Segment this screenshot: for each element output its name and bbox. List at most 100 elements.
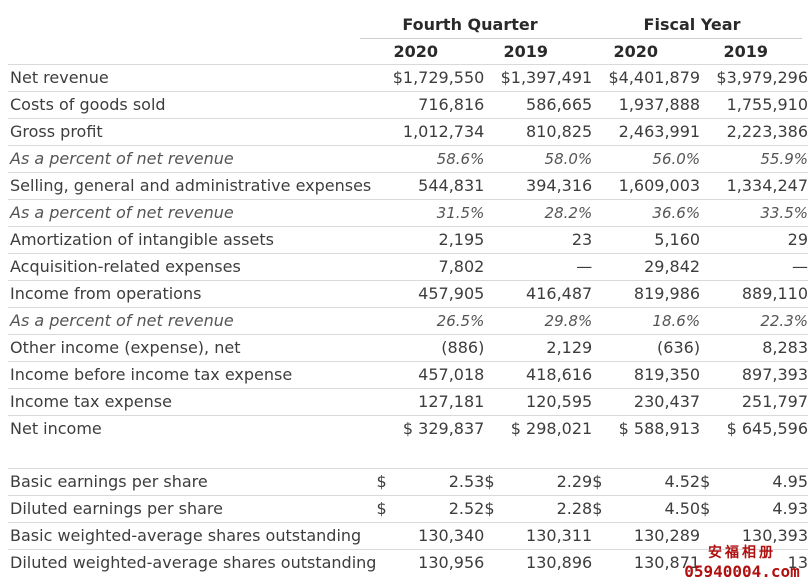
- row-label: Net income: [8, 415, 377, 442]
- row-value: $2.53: [376, 468, 485, 496]
- row-value: 586,665: [484, 91, 593, 119]
- row-value: 230,437: [592, 388, 701, 416]
- watermark-stamp: 安福相册 05940004.com: [680, 544, 804, 586]
- income-statement-body: Net revenue $1,729,550 $1,397,491 $4,401,87…: [8, 64, 808, 576]
- row-value: 29,842: [592, 253, 701, 281]
- table-row: As a percent of net revenue 31.5% 28.2% 36.…: [8, 199, 808, 227]
- value-text: 2.29: [556, 472, 593, 491]
- row-label: Other income (expense), net: [8, 334, 377, 362]
- row-value: $4.52: [592, 468, 701, 496]
- column-group-headers: Fourth Quarter Fiscal Year: [0, 13, 808, 37]
- row-value: 810,825: [484, 118, 593, 146]
- row-value: $1,397,491: [484, 64, 593, 92]
- value-text: 130,393: [741, 526, 808, 545]
- row-value: 8,283: [700, 334, 808, 362]
- row-value: 2,223,386: [700, 118, 808, 146]
- row-label: Basic weighted-average shares outstandin…: [8, 522, 377, 550]
- row-value: 120,595: [484, 388, 593, 416]
- table-row: Net revenue $1,729,550 $1,397,491 $4,401,87…: [8, 64, 808, 92]
- row-label: Income from operations: [8, 280, 377, 308]
- row-value: 716,816: [376, 91, 485, 119]
- table-row: Costs of goods sold 716,816 586,665 1,937,8…: [8, 91, 808, 119]
- row-value: $1,729,550: [376, 64, 485, 92]
- value-text: 2.53: [448, 472, 485, 491]
- row-value: 58.0%: [484, 145, 593, 173]
- row-value: 55.9%: [700, 145, 808, 173]
- row-label: Basic earnings per share: [8, 468, 377, 496]
- value-text: 4.52: [664, 472, 701, 491]
- row-value: 1,609,003: [592, 172, 701, 200]
- header-year: 2020: [393, 42, 438, 61]
- table-row: Income before income tax expense 457,018 4…: [8, 361, 808, 389]
- row-value: 28.2%: [484, 199, 593, 227]
- row-label: Income before income tax expense: [8, 361, 377, 389]
- row-label: As a percent of net revenue: [8, 199, 377, 227]
- row-label: As a percent of net revenue: [8, 145, 377, 173]
- currency-symbol: $: [376, 499, 387, 518]
- row-value: $2.52: [376, 495, 485, 523]
- income-statement-table: Net revenue $1,729,550 $1,397,491 $4,401,87…: [8, 64, 808, 576]
- row-value: 33.5%: [700, 199, 808, 227]
- row-value: —: [700, 253, 808, 281]
- row-label: Costs of goods sold: [8, 91, 377, 119]
- row-value: 26.5%: [376, 307, 485, 335]
- table-row: Other income (expense), net (886) 2,129 (63…: [8, 334, 808, 362]
- row-value: 13: [700, 549, 808, 576]
- header-year: 2020: [613, 42, 658, 61]
- row-value: $3,979,296: [700, 64, 808, 92]
- row-value: $2.29: [484, 468, 593, 496]
- row-value: 5,160: [592, 226, 701, 254]
- table-row: Income from operations 457,905 416,487 819,…: [8, 280, 808, 308]
- value-text: 130,289: [633, 526, 701, 545]
- row-value: 457,018: [376, 361, 485, 389]
- watermark-chinese-text: 安福相册: [708, 545, 776, 561]
- row-value: 56.0%: [592, 145, 701, 173]
- header-year: 2019: [723, 42, 768, 61]
- row-value: 2,195: [376, 226, 485, 254]
- watermark-url: 05940004.com: [684, 562, 800, 581]
- row-value: $ 588,913: [592, 415, 701, 442]
- row-label: Amortization of intangible assets: [8, 226, 377, 254]
- table-row: Selling, general and administrative expe…: [8, 172, 808, 200]
- row-label: As a percent of net revenue: [8, 307, 377, 335]
- row-value: 130,393: [700, 522, 808, 550]
- row-value: $4.93: [700, 495, 808, 523]
- value-text: 130,871: [633, 553, 701, 572]
- row-value: 7,802: [376, 253, 485, 281]
- value-text: 130,956: [418, 553, 485, 572]
- row-value: —: [484, 253, 593, 281]
- row-label: Acquisition-related expenses: [8, 253, 377, 281]
- row-value: 1,937,888: [592, 91, 701, 119]
- row-value: 130,871: [592, 549, 701, 576]
- row-value: 1,334,247: [700, 172, 808, 200]
- table-row: Net income $ 329,837 $ 298,021 $ 588,913 $ 6…: [8, 415, 808, 442]
- row-value: 1,012,734: [376, 118, 485, 146]
- row-value: 130,956: [376, 549, 485, 576]
- row-value: 416,487: [484, 280, 593, 308]
- value-text: 130,896: [526, 553, 593, 572]
- value-text: 2.52: [448, 499, 485, 518]
- row-value: 1,755,910: [700, 91, 808, 119]
- row-value: 127,181: [376, 388, 485, 416]
- row-value: (886): [376, 334, 485, 362]
- row-value: $4,401,879: [592, 64, 701, 92]
- currency-symbol: $: [700, 472, 711, 491]
- row-value: (636): [592, 334, 701, 362]
- row-value: $ 329,837: [376, 415, 485, 442]
- row-value: 58.6%: [376, 145, 485, 173]
- table-row: Diluted weighted-average shares outstand…: [8, 549, 808, 576]
- row-value: 29: [700, 226, 808, 254]
- row-value: 457,905: [376, 280, 485, 308]
- row-value: 819,986: [592, 280, 701, 308]
- row-value: $ 298,021: [484, 415, 593, 442]
- row-value: 22.3%: [700, 307, 808, 335]
- row-value: $2.28: [484, 495, 593, 523]
- row-value: 36.6%: [592, 199, 701, 227]
- row-value: 130,340: [376, 522, 485, 550]
- row-value: 544,831: [376, 172, 485, 200]
- header-fourth-quarter: Fourth Quarter: [402, 15, 538, 34]
- row-label: Gross profit: [8, 118, 377, 146]
- table-row: Gross profit 1,012,734 810,825 2,463,991 2,2…: [8, 118, 808, 146]
- row-value: $4.95: [700, 468, 808, 496]
- currency-symbol: $: [700, 499, 711, 518]
